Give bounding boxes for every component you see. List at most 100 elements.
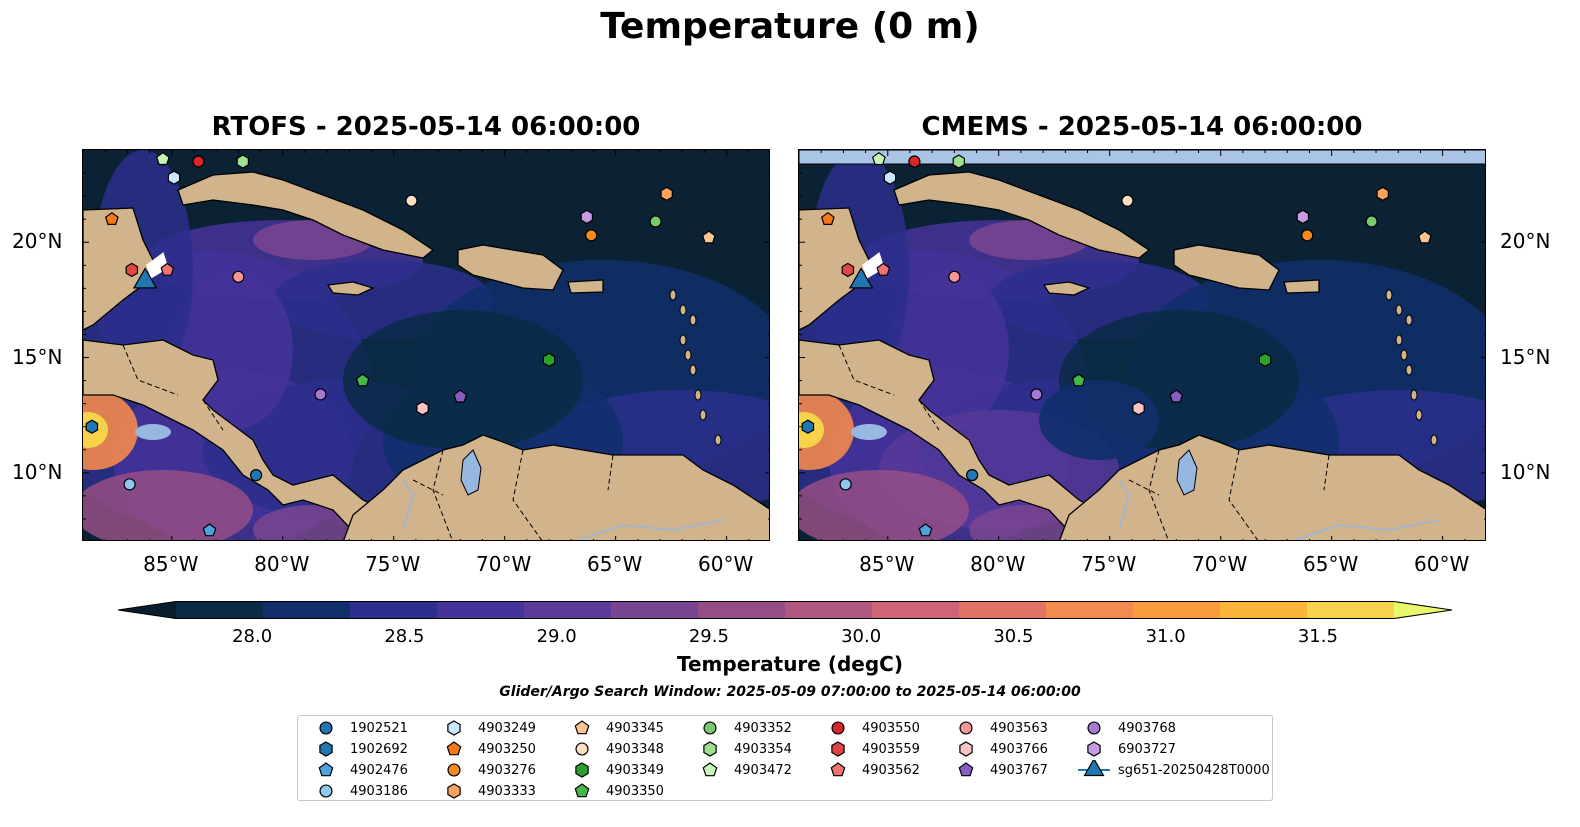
float-marker-4903768: [314, 388, 327, 401]
legend-item: 4903350: [564, 781, 664, 801]
legend-marker: [831, 721, 845, 735]
legend-label: 1902521: [350, 720, 408, 736]
float-marker-4903349: [542, 352, 556, 367]
legend-item: 4903349: [564, 760, 664, 780]
cmems-panel-title: CMEMS - 2025-05-14 06:00:00: [921, 112, 1363, 142]
float-marker-4903472: [871, 151, 886, 166]
legend-item: 4903563: [948, 718, 1048, 738]
colorbar-segment: [263, 601, 351, 619]
map-ticks: [83, 150, 769, 540]
legend-marker: [702, 762, 718, 777]
colorbar-segment: [1307, 601, 1395, 619]
colorbar-segment: [350, 601, 438, 619]
rtofs-map: [82, 149, 770, 541]
legend-item: 1902521: [308, 718, 408, 738]
colorbar-segment: [611, 601, 699, 619]
legend-label: 4903768: [1118, 720, 1176, 736]
float-marker-4903333: [1376, 186, 1389, 201]
legend-marker: [1083, 760, 1105, 777]
colorbar-segment: [698, 601, 786, 619]
float-marker-4903766: [1132, 401, 1145, 416]
legend-item: 6903727: [1076, 739, 1176, 759]
legend-label: 4903559: [862, 741, 920, 757]
land: [83, 171, 769, 540]
legend-item: 4903345: [564, 718, 664, 738]
legend-marker: [447, 720, 461, 736]
legend-label: 4903186: [350, 783, 408, 799]
legend-label: 4903350: [606, 783, 664, 799]
legend-item: 1902692: [308, 739, 408, 759]
x-tick-label: 70°W: [1192, 552, 1248, 576]
float-legend: 1902521 1902692 4902476 4903186 4903249 49032…: [297, 715, 1273, 801]
x-tick-label: 60°W: [697, 552, 754, 576]
legend-item: 4903559: [820, 739, 920, 759]
colorbar-segment: [1133, 601, 1221, 619]
legend-item: 4903186: [308, 781, 408, 801]
float-marker-4903186: [839, 478, 852, 491]
colorbar-segment: [785, 601, 873, 619]
legend-label: 4903250: [478, 741, 536, 757]
legend-label: 6903727: [1118, 741, 1176, 757]
legend-label: 4903345: [606, 720, 664, 736]
float-marker-1902521: [249, 469, 263, 482]
colorbar-segment: [1046, 601, 1134, 619]
legend-marker: [575, 762, 589, 778]
y-tick-label: 15°N: [12, 344, 63, 369]
land: [799, 171, 1485, 540]
colorbar-tick-label: 28.0: [232, 626, 273, 647]
colorbar-low-extend: [118, 601, 176, 619]
colorbar-label: Temperature (degC): [677, 652, 903, 676]
search-window-text: Glider/Argo Search Window: 2025-05-09 07…: [499, 684, 1081, 700]
float-marker-4903276: [1301, 229, 1314, 242]
float-marker-4903333: [660, 186, 673, 201]
float-marker-4903250: [820, 211, 835, 226]
y-tick-label: 10°N: [12, 459, 63, 484]
x-tick-label: 80°W: [970, 552, 1026, 576]
float-marker-4903345: [1417, 230, 1432, 244]
legend-marker: [319, 741, 333, 757]
float-marker-6903727: [580, 209, 593, 225]
legend-item: 4903250: [436, 739, 536, 759]
legend-item: 4903333: [436, 781, 536, 801]
colorbar-segment: [872, 601, 960, 619]
legend-item: 4903550: [820, 718, 920, 738]
legend-marker: [447, 763, 461, 777]
float-marker-1902521: [965, 469, 979, 482]
colorbar-segment: [524, 601, 612, 619]
legend-item: 4903768: [1076, 718, 1176, 738]
colorbar-segment: [437, 601, 525, 619]
float-marker-4903350: [355, 373, 370, 387]
legend-label: 4903333: [478, 783, 536, 799]
legend-marker: [959, 721, 973, 735]
float-marker-6903727: [1296, 209, 1309, 225]
map-ticks: [799, 150, 1485, 540]
no-data-band: [799, 150, 1485, 165]
legend-marker: [318, 762, 334, 777]
float-marker-4903354: [236, 154, 249, 169]
x-tick-label: 85°W: [859, 552, 915, 576]
lake-maracaibo: [460, 449, 482, 496]
float-marker-4903348: [1121, 194, 1134, 207]
legend-label: 4903348: [606, 741, 664, 757]
legend-marker: [959, 741, 973, 757]
legend-marker: [703, 721, 717, 735]
colorbar-tick-label: 29.5: [688, 626, 729, 647]
x-tick-label: 85°W: [143, 552, 199, 576]
colorbar-segment: [959, 601, 1047, 619]
legend-marker: [574, 783, 590, 798]
float-marker-4903768: [1030, 388, 1043, 401]
legend-label: 4903562: [862, 762, 920, 778]
float-marker-4903354: [952, 154, 965, 169]
legend-marker: [831, 741, 845, 757]
float-marker-4903559: [125, 262, 139, 278]
float-marker-4903352: [1365, 215, 1378, 228]
float-marker-4903348: [405, 194, 418, 207]
float-marker-4903472: [155, 151, 170, 166]
legend-label: 4903563: [990, 720, 1048, 736]
legend-item: 4902476: [308, 760, 408, 780]
legend-label: 1902692: [350, 741, 408, 757]
glider-marker: [132, 267, 158, 289]
legend-marker: [319, 721, 333, 735]
legend-item: 4903562: [820, 760, 920, 780]
cmems-map: [798, 149, 1486, 541]
